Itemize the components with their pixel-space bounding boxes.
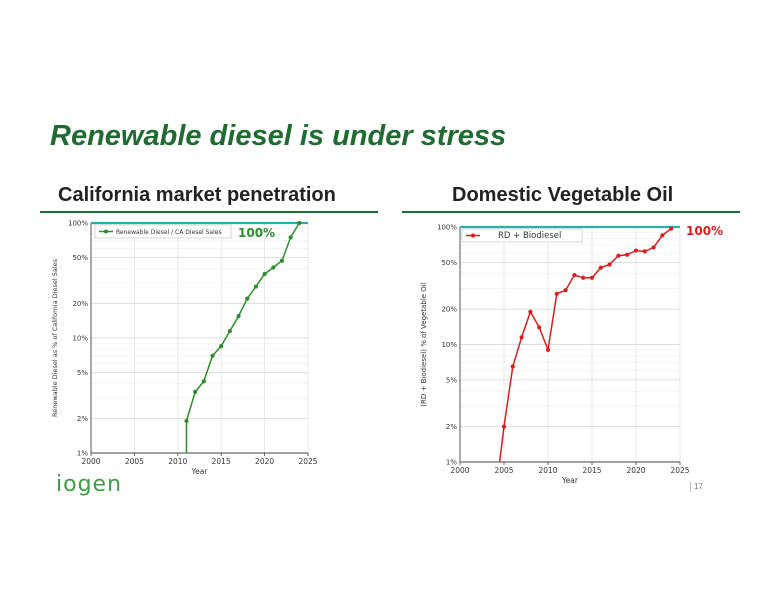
y-tick-label: 5% — [77, 369, 88, 377]
y-tick-label: 20% — [72, 300, 88, 308]
x-tick-label: 2015 — [212, 457, 231, 466]
data-point — [633, 248, 639, 253]
legend-swatch-marker — [471, 233, 475, 238]
data-point — [271, 265, 276, 270]
y-tick-label: 10% — [441, 341, 457, 349]
legend-label: Renewable Diesel / CA Diesel Sales — [116, 229, 222, 236]
y-tick-label: 1% — [77, 450, 88, 458]
y-tick-label: 10% — [72, 335, 88, 343]
left-section-heading: California market penetration — [58, 184, 336, 206]
data-point — [193, 389, 198, 394]
california-penetration-chart: 1% 2% 5% 10% 20% 50% 100% 2000 2005 2010 2015 2020 2… — [51, 220, 318, 477]
y-tick-label: 100% — [68, 220, 88, 228]
data-point — [545, 347, 551, 352]
right-section-heading: Domestic Vegetable Oil — [452, 184, 674, 206]
y-tick-label: 50% — [441, 259, 457, 267]
data-point — [625, 252, 630, 257]
data-point — [607, 262, 612, 267]
x-tick-label: 2010 — [538, 466, 557, 475]
data-point — [262, 271, 267, 277]
data-point — [616, 253, 621, 258]
data-point — [253, 284, 259, 289]
data-point — [519, 335, 524, 340]
data-point — [598, 265, 603, 270]
data-point — [572, 272, 577, 278]
legend-box — [461, 228, 583, 243]
legend-swatch-marker — [104, 229, 108, 234]
data-point — [279, 258, 285, 263]
data-point — [501, 424, 507, 429]
x-tick-label: 2000 — [81, 457, 100, 466]
x-tick-label: 2020 — [255, 457, 274, 466]
annotation-100-percent: 100% — [238, 226, 275, 240]
right-heading-divider — [402, 211, 740, 213]
legend-box — [94, 224, 232, 239]
data-point — [537, 325, 542, 330]
x-axis-label: Year — [561, 476, 579, 485]
x-tick-label: 2020 — [626, 466, 645, 475]
y-tick-label: 2% — [77, 415, 88, 423]
data-point — [219, 344, 224, 349]
data-point — [563, 288, 568, 293]
data-point — [184, 418, 189, 424]
x-axis-label: Year — [191, 467, 209, 476]
vegetable-oil-chart: 1% 2% 5% 10% 20% 50% 100% 2000 2005 2010 2015 2020 2… — [420, 224, 723, 486]
data-point — [642, 249, 647, 254]
data-point — [201, 379, 206, 384]
data-point — [510, 364, 515, 369]
data-point — [236, 314, 241, 319]
data-point — [297, 220, 302, 226]
y-axis-label: (RD + Biodiesel) % of Vegetable Oil — [420, 282, 428, 406]
x-tick-label: 2005 — [494, 466, 513, 475]
data-point — [554, 291, 559, 296]
y-tick-label: 5% — [446, 376, 457, 384]
annotation-100-percent: 100% — [686, 224, 723, 238]
x-tick-label: 2025 — [670, 466, 689, 475]
data-point — [651, 245, 656, 250]
legend-label: RD + Biodiesel — [498, 231, 561, 241]
data-point — [589, 275, 595, 280]
y-tick-label: 1% — [446, 459, 457, 467]
data-point — [669, 226, 674, 231]
x-tick-label: 2005 — [125, 457, 144, 466]
y-tick-label: 20% — [441, 306, 457, 314]
data-point — [245, 296, 250, 301]
y-tick-label: 50% — [72, 254, 88, 262]
data-point — [210, 353, 215, 358]
x-tick-label: 2000 — [450, 466, 469, 475]
slide-title: Renewable diesel is under stress — [50, 120, 507, 152]
data-point — [660, 233, 665, 238]
left-heading-divider — [40, 211, 378, 213]
page-number: 17 — [690, 482, 703, 491]
data-point — [581, 275, 586, 280]
iogen-logo: iogen — [56, 472, 123, 497]
y-tick-label: 2% — [446, 423, 457, 431]
x-tick-label: 2025 — [298, 457, 317, 466]
x-tick-label: 2015 — [582, 466, 601, 475]
x-tick-label: 2010 — [168, 457, 187, 466]
y-tick-label: 100% — [437, 224, 457, 232]
data-point — [227, 328, 232, 334]
data-point — [288, 235, 293, 240]
y-axis-label: Renewable Diesel as % of California Dies… — [51, 258, 59, 417]
data-point — [528, 309, 533, 314]
